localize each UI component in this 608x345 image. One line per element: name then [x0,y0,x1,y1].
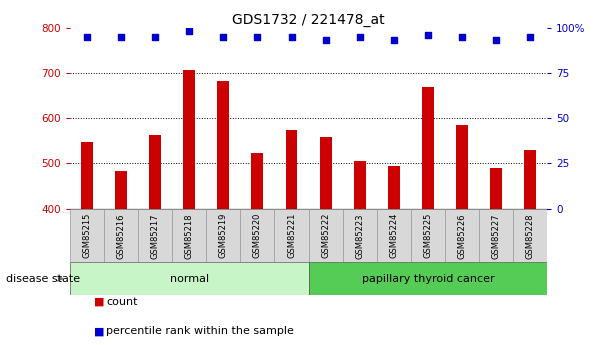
Point [184,28,194,34]
Bar [377,209,411,262]
Bar [274,209,308,262]
Point [286,34,296,39]
Point [389,38,399,43]
Bar [70,209,104,262]
Bar [149,135,161,209]
Text: GSM85226: GSM85226 [457,213,466,258]
Bar [411,209,445,262]
Point [218,34,228,39]
Bar [115,171,127,209]
Point [252,34,262,39]
Point [423,32,433,38]
Bar [320,137,331,209]
Text: percentile rank within the sample: percentile rank within the sample [106,326,294,336]
Bar [308,209,343,262]
Text: ■: ■ [94,326,105,336]
Point [82,34,92,39]
Bar [456,125,468,209]
Text: GSM85228: GSM85228 [526,213,534,258]
Text: disease state: disease state [6,274,80,284]
Text: GSM85221: GSM85221 [287,213,296,258]
Bar [183,70,195,209]
Bar [388,166,399,209]
Text: count: count [106,297,138,307]
Text: normal: normal [170,274,209,284]
Bar [206,209,240,262]
Point [525,34,535,39]
Point [457,34,467,39]
Bar [490,168,502,209]
Text: GSM85222: GSM85222 [321,213,330,258]
Text: GSM85219: GSM85219 [219,213,228,258]
Bar [524,150,536,209]
Bar [70,262,308,295]
Point [150,34,160,39]
Bar [343,209,377,262]
Bar [479,209,513,262]
Bar [172,209,206,262]
Title: GDS1732 / 221478_at: GDS1732 / 221478_at [232,12,385,27]
Text: GSM85220: GSM85220 [253,213,262,258]
Text: GSM85227: GSM85227 [491,213,500,258]
Point [355,34,365,39]
Text: papillary thyroid cancer: papillary thyroid cancer [362,274,494,284]
Point [491,38,501,43]
Text: GSM85224: GSM85224 [389,213,398,258]
Bar [252,154,263,209]
Bar [104,209,138,262]
Bar [513,209,547,262]
Text: GSM85218: GSM85218 [185,213,194,258]
Bar [422,87,434,209]
Bar [445,209,479,262]
Bar [240,209,274,262]
Bar [308,262,547,295]
Bar [81,142,93,209]
Bar [354,161,365,209]
Text: GSM85225: GSM85225 [423,213,432,258]
Text: GSM85223: GSM85223 [355,213,364,258]
Text: GSM85217: GSM85217 [151,213,160,258]
Bar [218,81,229,209]
Text: GSM85216: GSM85216 [117,213,126,258]
Bar [286,130,297,209]
Bar [138,209,172,262]
Point [116,34,126,39]
Text: ■: ■ [94,297,105,307]
Point [321,38,331,43]
Text: GSM85215: GSM85215 [83,213,91,258]
